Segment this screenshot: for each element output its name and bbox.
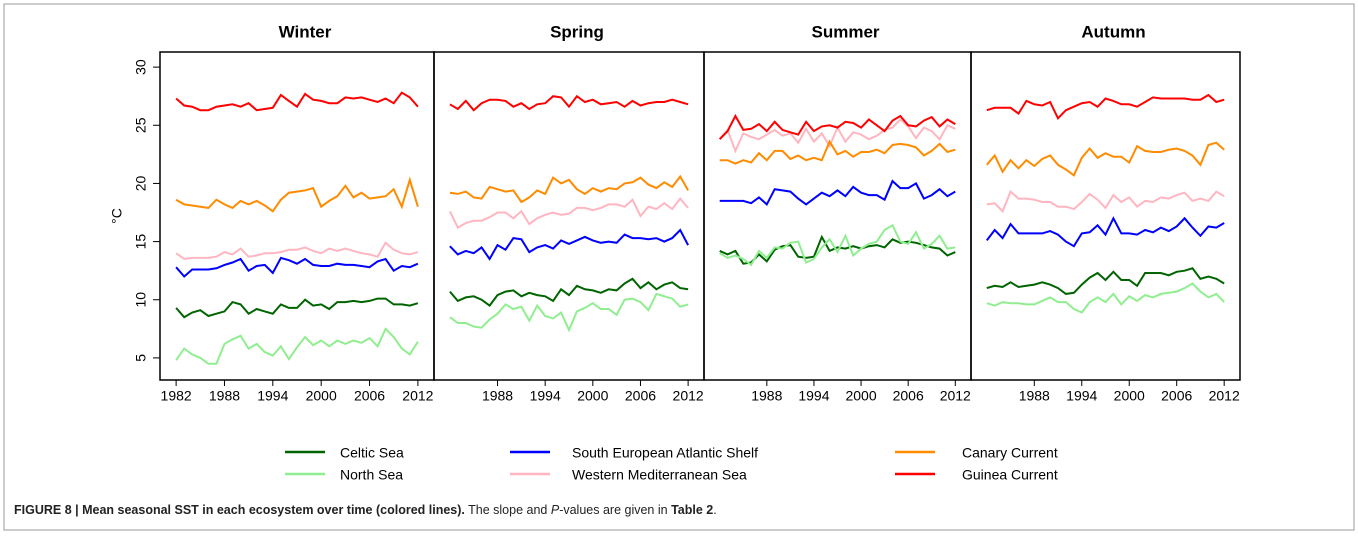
legend-label: Canary Current [962,445,1058,461]
series-line [986,141,1225,177]
series-line [449,197,689,230]
series-line [175,327,419,365]
y-tick-label: 30 [133,59,149,75]
caption: FIGURE 8 | Mean seasonal SST in each eco… [14,503,717,517]
x-tick-label: 1994 [257,388,288,404]
series-line [449,94,689,112]
figure-border [3,3,1355,531]
series-line [986,189,1225,214]
x-tick-label: 1988 [1019,388,1050,404]
series-line [986,216,1225,248]
series-line [175,176,419,213]
x-tick-label: 1982 [161,388,192,404]
legend-label: Guinea Current [962,467,1058,483]
series-line [986,282,1225,314]
x-tick-label: 1988 [209,388,240,404]
series-line [175,241,419,261]
series-line [449,277,689,307]
series-line [719,234,956,265]
y-tick-label: 20 [133,175,149,191]
series-line [719,139,956,165]
series-line [175,91,419,112]
legend-label: North Sea [340,467,403,483]
x-tick-label: 2012 [673,388,704,404]
caption-italic: P [550,503,560,517]
series-line [449,174,689,204]
series-line [175,297,419,319]
series-line [719,179,956,207]
x-tick-label: 2000 [577,388,608,404]
x-tick-label: 2006 [1161,388,1192,404]
panel-frame [159,51,435,381]
series-line [719,223,956,267]
caption-text: -values are given in [559,503,668,517]
x-tick-label: 2000 [845,388,876,404]
panel-title: Autumn [1081,22,1145,41]
series-line [718,113,956,140]
panel-frame [970,51,1241,381]
x-tick-label: 1988 [751,388,782,404]
series-line [449,228,689,261]
x-tick-label: 2006 [625,388,656,404]
caption-text: . [713,503,717,517]
panel-frame [703,51,972,381]
x-tick-label: 2012 [1209,388,1240,404]
x-tick-label: 2006 [354,388,385,404]
series-line [986,267,1225,295]
x-tick-label: 2000 [306,388,337,404]
legend-label: Western Mediterranean Sea [572,467,747,483]
caption-text: The slope and [468,503,548,517]
caption-bold: Table 2 [671,503,714,517]
legend-label: South European Atlantic Shelf [572,445,758,461]
x-tick-label: 2012 [402,388,433,404]
y-tick-label: 10 [133,292,149,308]
y-axis-label: °C [109,208,125,224]
series-line [175,256,419,278]
x-tick-label: 1994 [530,388,561,404]
panel-title: Winter [279,22,332,41]
x-tick-label: 1994 [798,388,829,404]
caption-bold: FIGURE 8 | Mean seasonal SST in each eco… [14,503,465,517]
x-tick-label: 2012 [940,388,971,404]
series-line [986,93,1225,121]
y-tick-label: 15 [133,234,149,250]
x-tick-label: 1994 [1066,388,1097,404]
x-tick-label: 2006 [893,388,924,404]
legend-label: Celtic Sea [340,445,404,461]
y-tick-label: 5 [133,354,149,362]
x-tick-label: 1988 [482,388,513,404]
x-tick-label: 2000 [1114,388,1145,404]
series-line [449,292,689,333]
panel-title: Summer [811,22,879,41]
panel-title: Spring [550,22,604,41]
y-tick-label: 25 [133,117,149,133]
